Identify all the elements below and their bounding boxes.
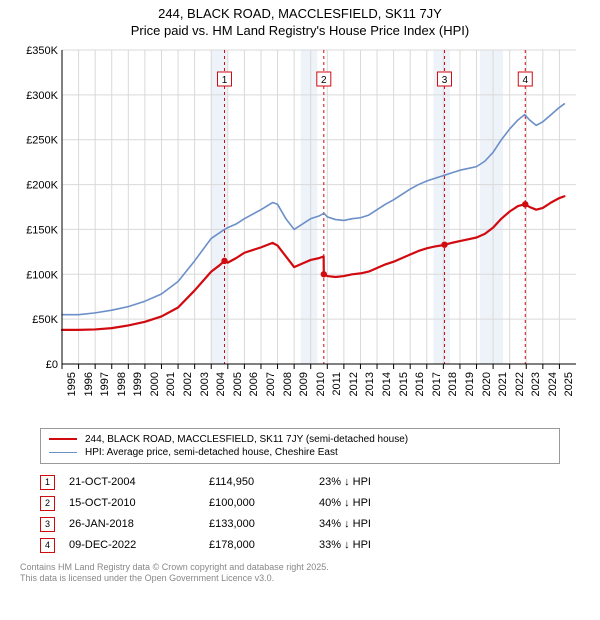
x-tick-label: 2016 xyxy=(414,372,426,412)
legend-row: HPI: Average price, semi-detached house,… xyxy=(49,446,551,459)
event-table: 1 21-OCT-2004£114,95023% ↓ HPI 2 15-OCT-201… xyxy=(40,472,560,556)
chart-title: 244, BLACK ROAD, MACCLESFIELD, SK11 7JY … xyxy=(10,6,590,40)
event-pct: 34% ↓ HPI xyxy=(319,518,371,530)
event-row: 4 09-DEC-2022£178,00033% ↓ HPI xyxy=(40,535,560,556)
x-tick-label: 2025 xyxy=(563,372,575,412)
attribution-line2: This data is licensed under the Open Gov… xyxy=(20,573,580,585)
legend-swatch xyxy=(49,438,77,440)
x-tick-label: 2005 xyxy=(232,372,244,412)
event-date: 15-OCT-2010 xyxy=(69,497,209,509)
svg-text:4: 4 xyxy=(522,75,528,86)
x-tick-label: 2022 xyxy=(514,372,526,412)
x-tick-label: 2009 xyxy=(298,372,310,412)
x-tick-label: 2001 xyxy=(165,372,177,412)
svg-text:£200K: £200K xyxy=(26,179,58,191)
attribution-line1: Contains HM Land Registry data © Crown c… xyxy=(20,562,580,574)
legend-row: 244, BLACK ROAD, MACCLESFIELD, SK11 7JY … xyxy=(49,433,551,446)
event-row: 3 26-JAN-2018£133,00034% ↓ HPI xyxy=(40,514,560,535)
x-tick-label: 2002 xyxy=(182,372,194,412)
title-line1: 244, BLACK ROAD, MACCLESFIELD, SK11 7JY xyxy=(10,6,590,23)
x-tick-label: 2017 xyxy=(431,372,443,412)
x-tick-label: 2007 xyxy=(265,372,277,412)
x-tick-label: 2014 xyxy=(381,372,393,412)
x-tick-label: 2018 xyxy=(447,372,459,412)
title-line2: Price paid vs. HM Land Registry's House … xyxy=(10,23,590,40)
event-marker: 1 xyxy=(40,475,55,490)
event-price: £178,000 xyxy=(209,539,319,551)
x-tick-label: 2004 xyxy=(215,372,227,412)
attribution: Contains HM Land Registry data © Crown c… xyxy=(20,562,580,585)
chart-svg: £0 £50K £100K £150K £200K £250K £300K £350K 1 2 3 4 xyxy=(20,44,580,374)
event-row: 1 21-OCT-2004£114,95023% ↓ HPI xyxy=(40,472,560,493)
legend-label: 244, BLACK ROAD, MACCLESFIELD, SK11 7JY … xyxy=(85,434,408,445)
event-marker: 2 xyxy=(40,496,55,511)
x-tick-label: 2011 xyxy=(331,372,343,412)
x-tick-label: 2012 xyxy=(348,372,360,412)
x-tick-label: 2008 xyxy=(282,372,294,412)
event-row: 2 15-OCT-2010£100,00040% ↓ HPI xyxy=(40,493,560,514)
x-tick-label: 2015 xyxy=(398,372,410,412)
x-tick-label: 2019 xyxy=(464,372,476,412)
event-pct: 40% ↓ HPI xyxy=(319,497,371,509)
event-price: £114,950 xyxy=(209,476,319,488)
x-tick-label: 2023 xyxy=(530,372,542,412)
svg-text:£150K: £150K xyxy=(26,224,58,236)
svg-text:£300K: £300K xyxy=(26,90,58,102)
svg-text:£0: £0 xyxy=(46,359,58,371)
legend: 244, BLACK ROAD, MACCLESFIELD, SK11 7JY … xyxy=(40,428,560,464)
event-marker: 3 xyxy=(40,517,55,532)
event-price: £133,000 xyxy=(209,518,319,530)
svg-text:£50K: £50K xyxy=(32,314,58,326)
svg-text:£100K: £100K xyxy=(26,269,58,281)
chart-container: 244, BLACK ROAD, MACCLESFIELD, SK11 7JY … xyxy=(0,0,600,595)
x-tick-label: 2024 xyxy=(547,372,559,412)
x-tick-label: 2020 xyxy=(481,372,493,412)
event-date: 26-JAN-2018 xyxy=(69,518,209,530)
chart-plot: £0 £50K £100K £150K £200K £250K £300K £350K 1 2 3 4 xyxy=(20,44,580,374)
x-tick-label: 2000 xyxy=(149,372,161,412)
x-tick-label: 1998 xyxy=(116,372,128,412)
event-pct: 23% ↓ HPI xyxy=(319,476,371,488)
event-date: 21-OCT-2004 xyxy=(69,476,209,488)
event-date: 09-DEC-2022 xyxy=(69,539,209,551)
x-tick-label: 2021 xyxy=(497,372,509,412)
svg-text:1: 1 xyxy=(222,75,228,86)
x-tick-label: 1996 xyxy=(83,372,95,412)
x-tick-label: 1995 xyxy=(66,372,78,412)
legend-label: HPI: Average price, semi-detached house,… xyxy=(85,447,338,458)
x-tick-label: 2006 xyxy=(248,372,260,412)
x-tick-label: 2013 xyxy=(364,372,376,412)
x-tick-label: 1997 xyxy=(99,372,111,412)
svg-text:2: 2 xyxy=(321,75,327,86)
x-axis-labels: 1995199619971998199920002001200220032004… xyxy=(20,376,580,420)
svg-text:£250K: £250K xyxy=(26,134,58,146)
x-tick-label: 1999 xyxy=(132,372,144,412)
event-price: £100,000 xyxy=(209,497,319,509)
legend-swatch xyxy=(49,452,77,453)
event-pct: 33% ↓ HPI xyxy=(319,539,371,551)
x-tick-label: 2003 xyxy=(199,372,211,412)
x-tick-label: 2010 xyxy=(315,372,327,412)
svg-text:3: 3 xyxy=(442,75,448,86)
event-marker: 4 xyxy=(40,538,55,553)
svg-text:£350K: £350K xyxy=(26,45,58,57)
